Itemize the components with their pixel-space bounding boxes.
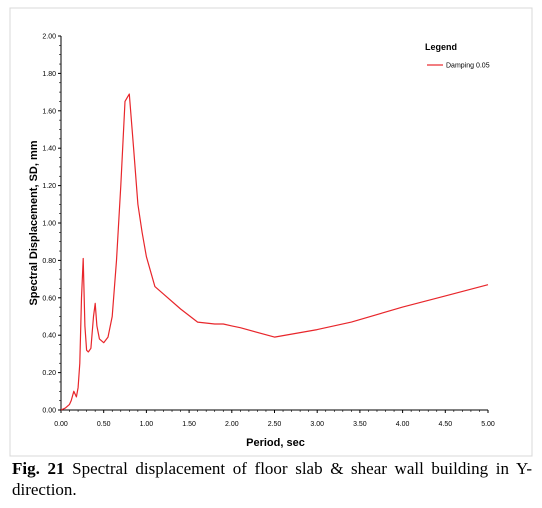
plot-border — [9, 7, 533, 457]
x-tick-label: 2.00 — [225, 421, 239, 428]
chart: 0.00 0.20 0.40 0.60 0.80 1.00 1.20 1.40 1.60 1.80… — [0, 0, 542, 460]
x-tick-label: 4.50 — [438, 421, 452, 428]
data-point — [180, 308, 181, 309]
legend-series-label: Damping 0.05 — [446, 63, 490, 70]
data-point — [65, 408, 66, 409]
data-point — [137, 204, 138, 205]
data-point — [154, 286, 155, 287]
figure-caption-text: Spectral displacement of floor slab & sh… — [12, 459, 533, 499]
y-tick-label: 1.40 — [42, 146, 56, 153]
chart-background — [0, 0, 542, 460]
data-point — [116, 260, 117, 261]
series-line-damping — [60, 93, 489, 411]
data-point — [83, 258, 84, 259]
data-point — [214, 323, 215, 324]
legend-title: Legend — [425, 42, 457, 52]
data-point — [95, 303, 96, 304]
data-point — [120, 185, 121, 186]
data-point — [142, 232, 143, 233]
data-point — [274, 336, 275, 337]
y-tick-label: 1.80 — [42, 71, 56, 78]
x-tick-label: 3.00 — [310, 421, 324, 428]
data-point — [487, 284, 488, 285]
y-tick-label: 1.00 — [42, 221, 56, 228]
x-tick-label: 4.00 — [396, 421, 410, 428]
data-point — [86, 350, 87, 351]
y-tick-label: 0.00 — [42, 408, 56, 415]
x-tick-label: 2.50 — [268, 421, 282, 428]
data-point — [197, 322, 198, 323]
data-point — [124, 101, 125, 102]
data-point — [73, 391, 74, 392]
data-point — [223, 323, 224, 324]
data-point — [90, 348, 91, 349]
data-point — [163, 293, 164, 294]
y-tick-label: 1.60 — [42, 108, 56, 115]
y-tick-label: 1.20 — [42, 183, 56, 190]
x-tick-label: 1.00 — [140, 421, 154, 428]
figure-label: Fig. 21 — [12, 459, 65, 478]
data-point — [129, 93, 130, 94]
y-tick-label: 0.20 — [42, 370, 56, 377]
x-tick-label: 0.00 — [54, 421, 68, 428]
y-tick-label: 0.40 — [42, 333, 56, 340]
y-axis-title: Spectral Displacement, SD, mm — [28, 140, 40, 305]
data-point — [133, 148, 134, 149]
x-tick-label: 5.00 — [481, 421, 495, 428]
plot-area: 0.00 0.20 0.40 0.60 0.80 1.00 1.20 1.40 1.60 1.80… — [42, 34, 495, 429]
data-point — [445, 295, 446, 296]
x-tick-label: 1.50 — [182, 421, 196, 428]
figure-caption: Fig. 21 Spectral displacement of floor s… — [12, 458, 532, 500]
data-point — [240, 327, 241, 328]
data-point — [60, 409, 61, 410]
y-tick-label: 2.00 — [42, 34, 56, 41]
data-point — [84, 325, 85, 326]
data-point — [107, 336, 108, 337]
data-point — [71, 400, 72, 401]
data-point — [76, 396, 77, 397]
data-point — [112, 316, 113, 317]
y-tick-label: 0.60 — [42, 295, 56, 302]
legend: Legend Damping 0.05 — [425, 42, 490, 70]
data-point — [402, 307, 403, 308]
data-point — [351, 322, 352, 323]
x-tick-label: 3.50 — [353, 421, 367, 428]
data-point — [77, 387, 78, 388]
data-point — [93, 316, 94, 317]
data-point — [69, 404, 70, 405]
data-point — [146, 256, 147, 257]
data-point — [231, 325, 232, 326]
data-point — [317, 329, 318, 330]
data-point — [103, 342, 104, 343]
x-tick-label: 0.50 — [97, 421, 111, 428]
data-point — [96, 325, 97, 326]
data-point — [81, 297, 82, 298]
x-axis-title: Period, sec — [246, 437, 305, 449]
data-point — [88, 351, 89, 352]
y-tick-label: 0.80 — [42, 258, 56, 265]
data-point — [99, 338, 100, 339]
data-point — [79, 363, 80, 364]
